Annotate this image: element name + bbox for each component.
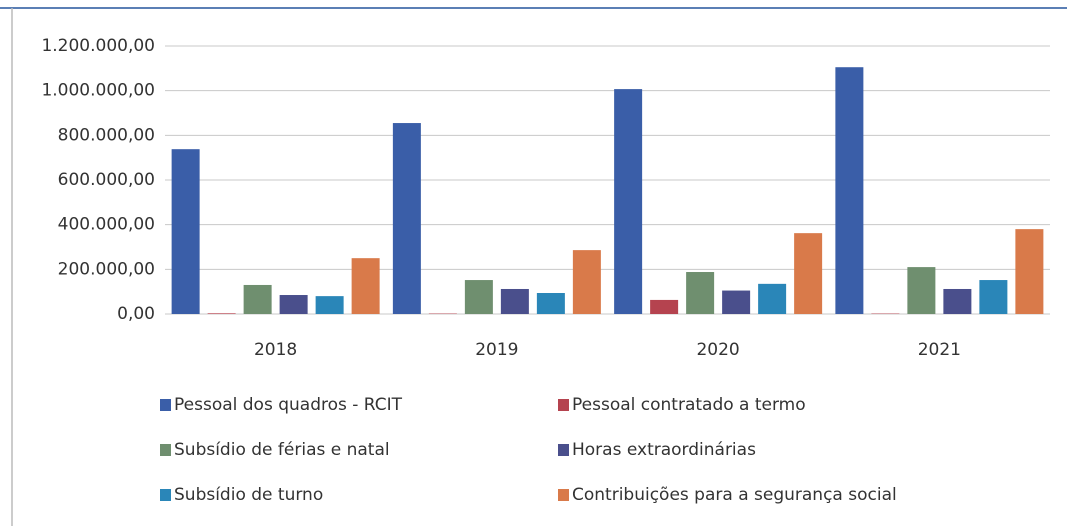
bar [1015,229,1043,314]
legend-swatch [558,399,569,411]
bar [501,289,529,314]
legend-swatch [558,489,569,501]
bar [650,300,678,314]
bar [316,296,344,314]
bar [352,258,380,314]
legend-label: Subsídio de férias e natal [174,440,390,460]
bar [573,250,601,314]
legend-label: Subsídio de turno [174,485,323,505]
bar [393,123,421,314]
bar [244,285,272,314]
y-tick-label: 200.000,00 [58,259,155,279]
bar [465,280,493,314]
x-tick-label: 2018 [254,340,297,360]
y-tick-label: 400.000,00 [58,215,155,235]
bar [614,89,642,314]
bar [758,284,786,314]
bar [686,272,714,314]
bar [208,313,236,314]
x-tick-label: 2020 [696,340,739,360]
legend-label: Horas extraordinárias [572,440,756,460]
bar [722,291,750,314]
y-tick-label: 0,00 [117,304,155,324]
y-tick-label: 600.000,00 [58,170,155,190]
legend-swatch [160,399,171,411]
y-tick-label: 1.000.000,00 [41,81,155,101]
bar [835,67,863,314]
bar [537,293,565,314]
legend-label: Contribuições para a segurança social [572,485,897,505]
bar [794,233,822,314]
bar [943,289,971,314]
legend-label: Pessoal contratado a termo [572,395,806,415]
legend-swatch [558,444,569,456]
y-tick-label: 800.000,00 [58,125,155,145]
legend-swatch [160,444,171,456]
bar [280,295,308,314]
bar [907,267,935,314]
bar [172,149,200,314]
legend-swatch [160,489,171,501]
x-tick-label: 2019 [475,340,518,360]
y-tick-label: 1.200.000,00 [41,36,155,56]
bar [979,280,1007,314]
legend-label: Pessoal dos quadros - RCIT [174,395,403,415]
x-tick-label: 2021 [918,340,961,360]
